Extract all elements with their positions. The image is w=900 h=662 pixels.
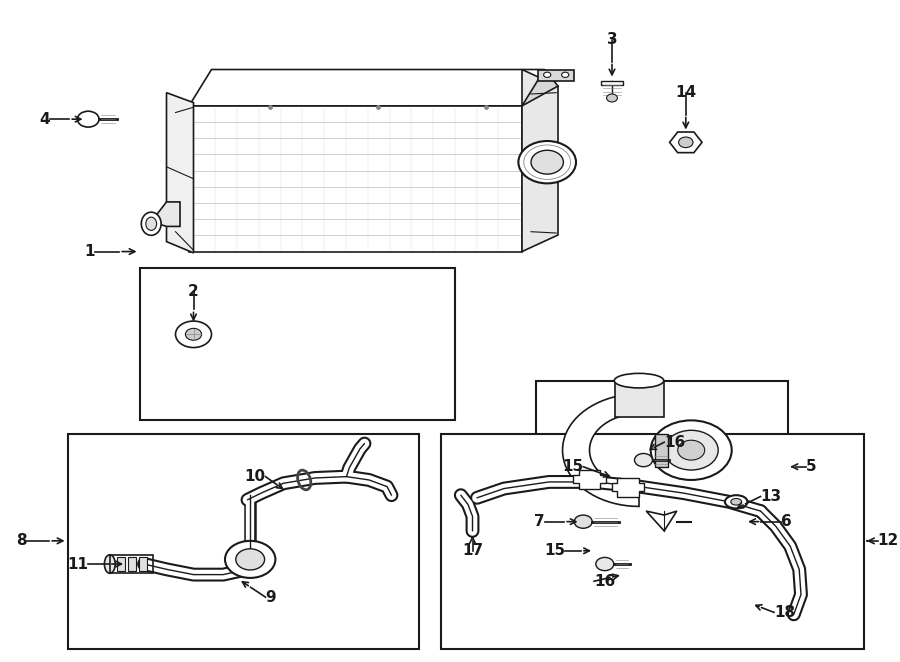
Circle shape [664,430,718,470]
Text: 16: 16 [594,574,616,589]
Ellipse shape [141,212,161,235]
Bar [536,381,788,546]
Circle shape [544,72,551,77]
Polygon shape [646,511,677,531]
Ellipse shape [146,217,157,230]
Text: 17: 17 [462,544,483,558]
Circle shape [574,515,592,528]
Ellipse shape [614,373,664,388]
Text: 9: 9 [266,590,276,604]
Text: 15: 15 [562,459,583,474]
Ellipse shape [731,498,742,505]
Bar [441,434,864,649]
Text: 15: 15 [544,544,565,558]
Ellipse shape [104,555,115,573]
Text: 11: 11 [68,557,88,571]
Bar [68,434,418,649]
Polygon shape [612,478,644,496]
Circle shape [531,150,563,174]
Polygon shape [151,202,180,226]
Circle shape [77,111,99,127]
Text: 2: 2 [188,284,199,299]
Bar [117,557,125,571]
Circle shape [634,453,652,467]
Polygon shape [562,394,639,506]
Polygon shape [538,70,574,81]
Text: 10: 10 [245,469,266,484]
Circle shape [236,549,265,570]
Text: 18: 18 [774,605,795,620]
Text: 7: 7 [534,514,544,529]
Polygon shape [189,106,522,252]
Polygon shape [522,70,558,252]
Polygon shape [522,70,558,106]
Circle shape [225,541,275,578]
Ellipse shape [724,495,747,508]
Text: 12: 12 [878,534,899,548]
Polygon shape [189,70,544,106]
Circle shape [176,321,211,348]
Circle shape [518,141,576,183]
Circle shape [562,72,569,77]
Polygon shape [166,93,194,253]
Text: 14: 14 [675,85,697,100]
Bar [139,557,147,571]
Circle shape [185,328,202,340]
Text: 4: 4 [39,112,50,126]
Text: 13: 13 [760,489,781,504]
Bar [140,268,454,420]
Circle shape [679,137,693,148]
Bar [655,434,668,467]
Polygon shape [670,132,702,153]
Bar [615,381,664,417]
Circle shape [607,94,617,102]
Polygon shape [573,470,606,489]
Text: 16: 16 [664,435,686,449]
Circle shape [678,440,705,460]
Bar [110,555,153,573]
Text: 3: 3 [607,32,617,47]
Bar [128,557,136,571]
Polygon shape [601,81,623,85]
Text: 8: 8 [16,534,27,548]
Circle shape [651,420,732,480]
Text: 5: 5 [806,459,816,474]
Text: 1: 1 [84,244,94,259]
Circle shape [596,557,614,571]
Text: 6: 6 [781,514,792,529]
